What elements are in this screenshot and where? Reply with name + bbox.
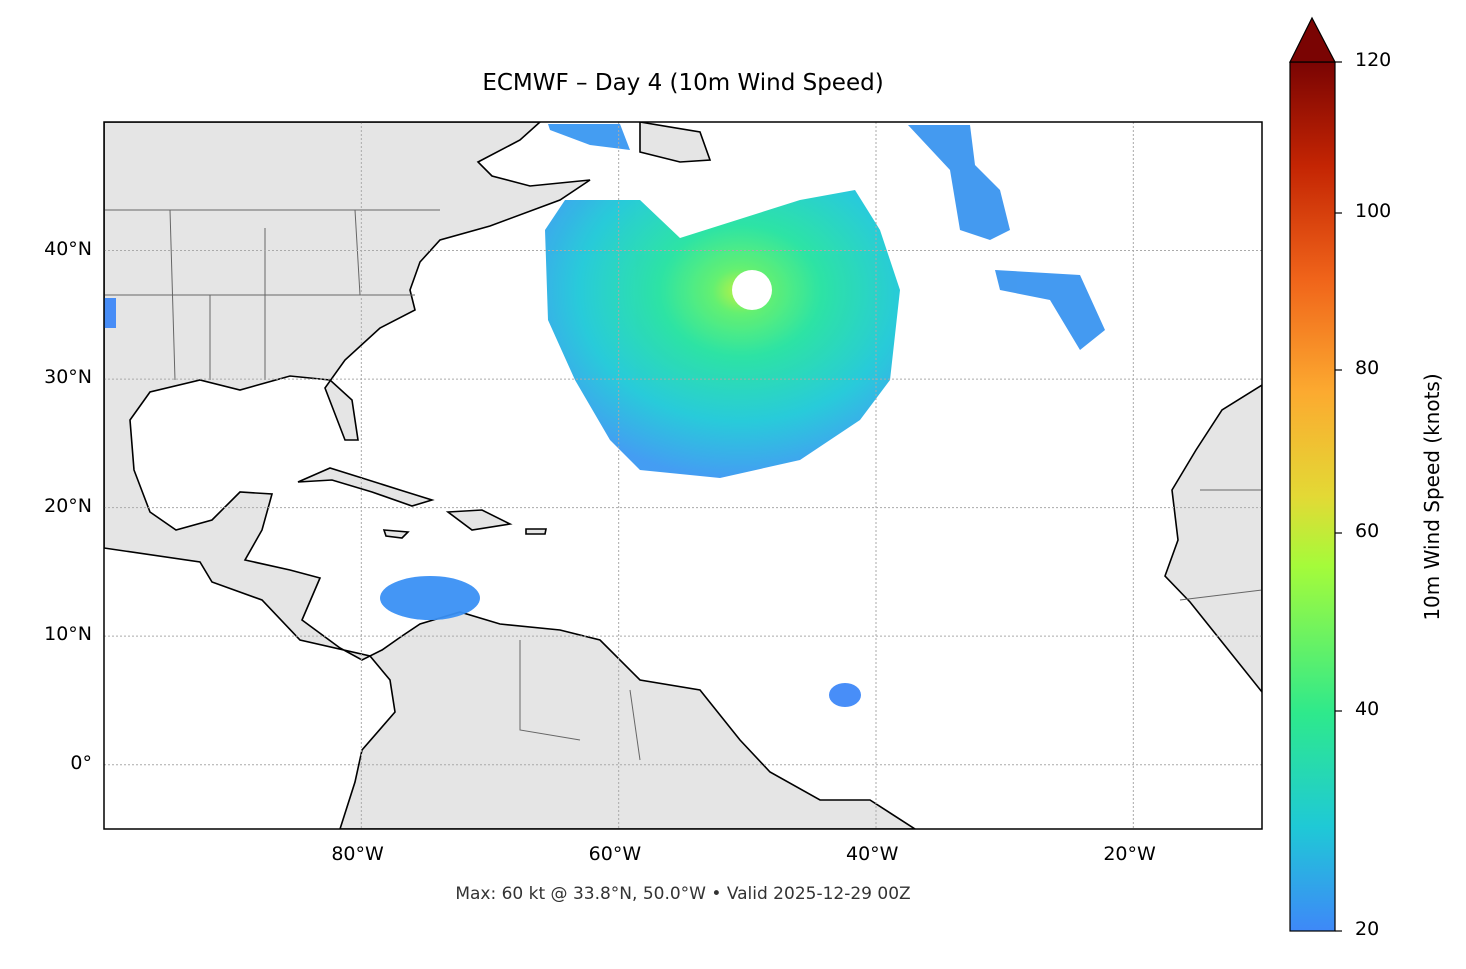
storm-eye — [732, 270, 772, 310]
colorbar-extend-arrow — [1289, 16, 1336, 63]
land-africa — [1164, 384, 1262, 694]
gridlines — [104, 122, 1262, 829]
colorbar-tick-label: 80 — [1355, 357, 1380, 379]
chart-title: ECMWF – Day 4 (10m Wind Speed) — [482, 70, 884, 96]
wind-field — [104, 124, 1105, 707]
lat-tick-label: 30°N — [44, 366, 92, 389]
land-hispaniola — [445, 509, 513, 531]
lat-tick-label: 20°N — [44, 494, 92, 517]
colorbar-tick-label: 120 — [1355, 49, 1392, 71]
wind-patch — [829, 683, 861, 707]
lon-tick-label: 40°W — [846, 843, 899, 865]
lat-tick-label: 0° — [70, 751, 92, 774]
colorbar-tick-label: 40 — [1355, 698, 1380, 720]
land-jamaica — [382, 529, 410, 539]
lon-tick-label: 60°W — [588, 843, 642, 865]
lon-tick-label: 20°W — [1103, 843, 1156, 865]
colorbar-bar — [1289, 61, 1336, 932]
colorbar-tick-label: 60 — [1355, 520, 1380, 542]
wind-patch — [908, 125, 1010, 240]
colorbar-label: 10m Wind Speed (knots) — [1420, 373, 1444, 621]
map-frame — [103, 121, 1263, 830]
state-borders — [104, 209, 1262, 761]
land-americas — [104, 122, 917, 829]
land-newfoundland — [639, 122, 712, 163]
colorbar — [1289, 16, 1342, 932]
land — [104, 122, 1262, 829]
colorbar-tick-label: 100 — [1355, 200, 1392, 222]
lat-tick-label: 10°N — [44, 623, 92, 646]
wind-patch — [380, 576, 480, 620]
lon-tick-label: 80°W — [331, 843, 384, 865]
wind-storm — [545, 190, 900, 478]
footer-text: Max: 60 kt @ 33.8°N, 50.0°W • Valid 2025… — [455, 884, 911, 904]
lat-tick-label: 40°N — [44, 237, 92, 260]
land-puerto-rico — [525, 528, 547, 535]
wind-patch — [548, 124, 630, 150]
wind-patch — [104, 298, 116, 328]
colorbar-tick-label: 20 — [1355, 918, 1380, 940]
land-cuba — [297, 467, 435, 507]
wind-patch — [995, 270, 1105, 350]
